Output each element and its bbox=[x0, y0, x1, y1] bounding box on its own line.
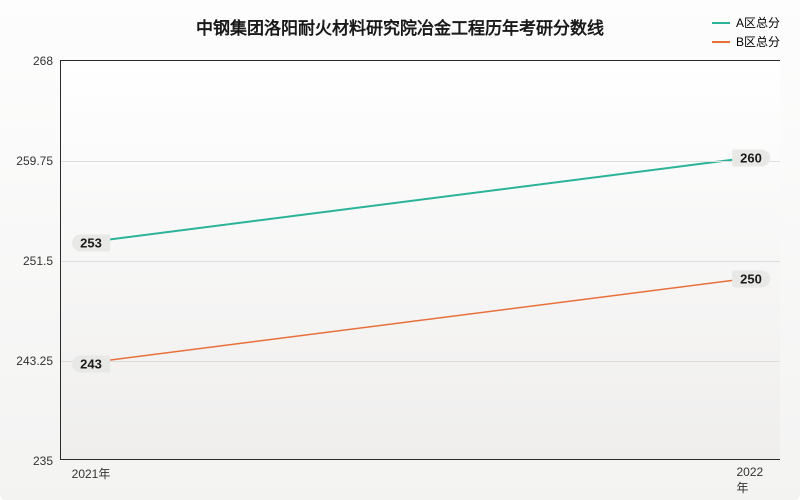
grid-line bbox=[61, 361, 780, 362]
y-tick-label: 268 bbox=[33, 54, 53, 68]
y-tick-label: 251.5 bbox=[23, 254, 53, 268]
legend-label-b: B区总分 bbox=[736, 33, 780, 50]
series-line bbox=[91, 278, 750, 362]
legend-swatch-a bbox=[712, 22, 730, 24]
data-point-label: 243 bbox=[72, 356, 110, 373]
legend-label-a: A区总分 bbox=[736, 14, 780, 31]
chart-container: 中钢集团洛阳耐火材料研究院冶金工程历年考研分数线 A区总分 B区总分 235 24… bbox=[0, 0, 800, 500]
data-point-label: 260 bbox=[732, 149, 770, 166]
y-tick-label: 235 bbox=[33, 454, 53, 468]
legend-item-b: B区总分 bbox=[712, 33, 780, 50]
grid-line bbox=[61, 261, 780, 262]
chart-title: 中钢集团洛阳耐火材料研究院冶金工程历年考研分数线 bbox=[0, 14, 800, 39]
data-point-label: 250 bbox=[732, 271, 770, 288]
legend-swatch-b bbox=[712, 41, 730, 43]
y-tick-label: 243.25 bbox=[16, 354, 53, 368]
legend: A区总分 B区总分 bbox=[712, 14, 780, 52]
y-tick-label: 259.75 bbox=[16, 154, 53, 168]
legend-item-a: A区总分 bbox=[712, 14, 780, 31]
series-line bbox=[91, 157, 750, 241]
data-point-label: 253 bbox=[72, 234, 110, 251]
grid-line bbox=[61, 161, 780, 162]
plot-area: 235243.25251.5259.752682021年2022年2532602… bbox=[60, 60, 780, 460]
x-tick-label: 2022年 bbox=[737, 465, 766, 496]
line-layer bbox=[61, 61, 780, 459]
x-tick-label: 2021年 bbox=[72, 465, 111, 482]
